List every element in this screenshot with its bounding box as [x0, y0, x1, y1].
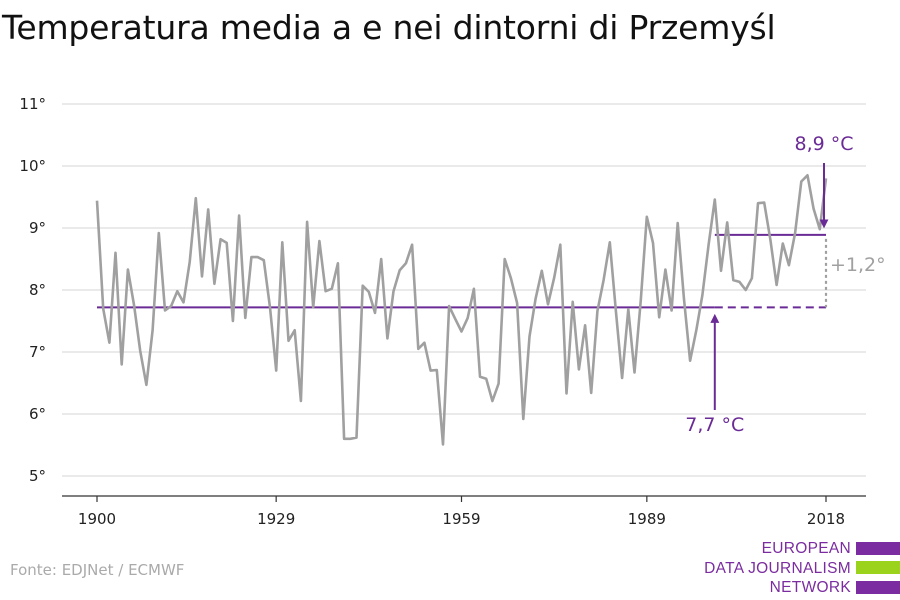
y-tick-label: 11° [19, 95, 46, 113]
grid-layer [62, 103, 866, 477]
logo-line-2: DATA JOURNALISM [704, 559, 851, 577]
x-tick-label: 1989 [628, 510, 666, 528]
recent-mean-label: 8,9 °C [794, 133, 853, 155]
logo-bar-bottom [856, 581, 900, 594]
logo-bar-top [856, 542, 900, 555]
logo-text: EUROPEAN DATA JOURNALISM NETWORK [704, 539, 851, 598]
series-layer [95, 174, 828, 446]
y-tick-label: 5° [29, 467, 46, 485]
x-tick-label: 1929 [257, 510, 295, 528]
y-tick-label: 8° [29, 281, 46, 299]
y-tick-label: 7° [29, 343, 46, 361]
chart-title: Temperatura media a e nei dintorni di Pr… [2, 8, 776, 47]
y-tick-label: 10° [19, 157, 46, 175]
x-tick-label: 1900 [78, 510, 116, 528]
logo-line-1: EUROPEAN [761, 540, 851, 557]
baseline-mean-label: 7,7 °C [685, 414, 744, 436]
temperature-series-line [95, 174, 828, 446]
x-tick-label: 2018 [807, 510, 845, 528]
difference-label: +1,2° [830, 254, 886, 276]
logo-line-3: NETWORK [769, 579, 851, 596]
reference-layer [97, 233, 828, 309]
y-tick-label: 9° [29, 219, 46, 237]
logo-bar-middle [856, 561, 900, 574]
edjnet-logo: EUROPEAN DATA JOURNALISM NETWORK [650, 539, 900, 597]
annotation-layer: 7,7 °C 8,9 °C +1,2° [685, 133, 885, 436]
x-tick-label: 1959 [442, 510, 480, 528]
axis-layer: 5° 6° 7° 8° 9° 10° 11° 1900 1929 1959 1989 2018 [19, 95, 866, 528]
source-note: Fonte: EDJNet / ECMWF [10, 561, 185, 579]
y-tick-label: 6° [29, 405, 46, 423]
